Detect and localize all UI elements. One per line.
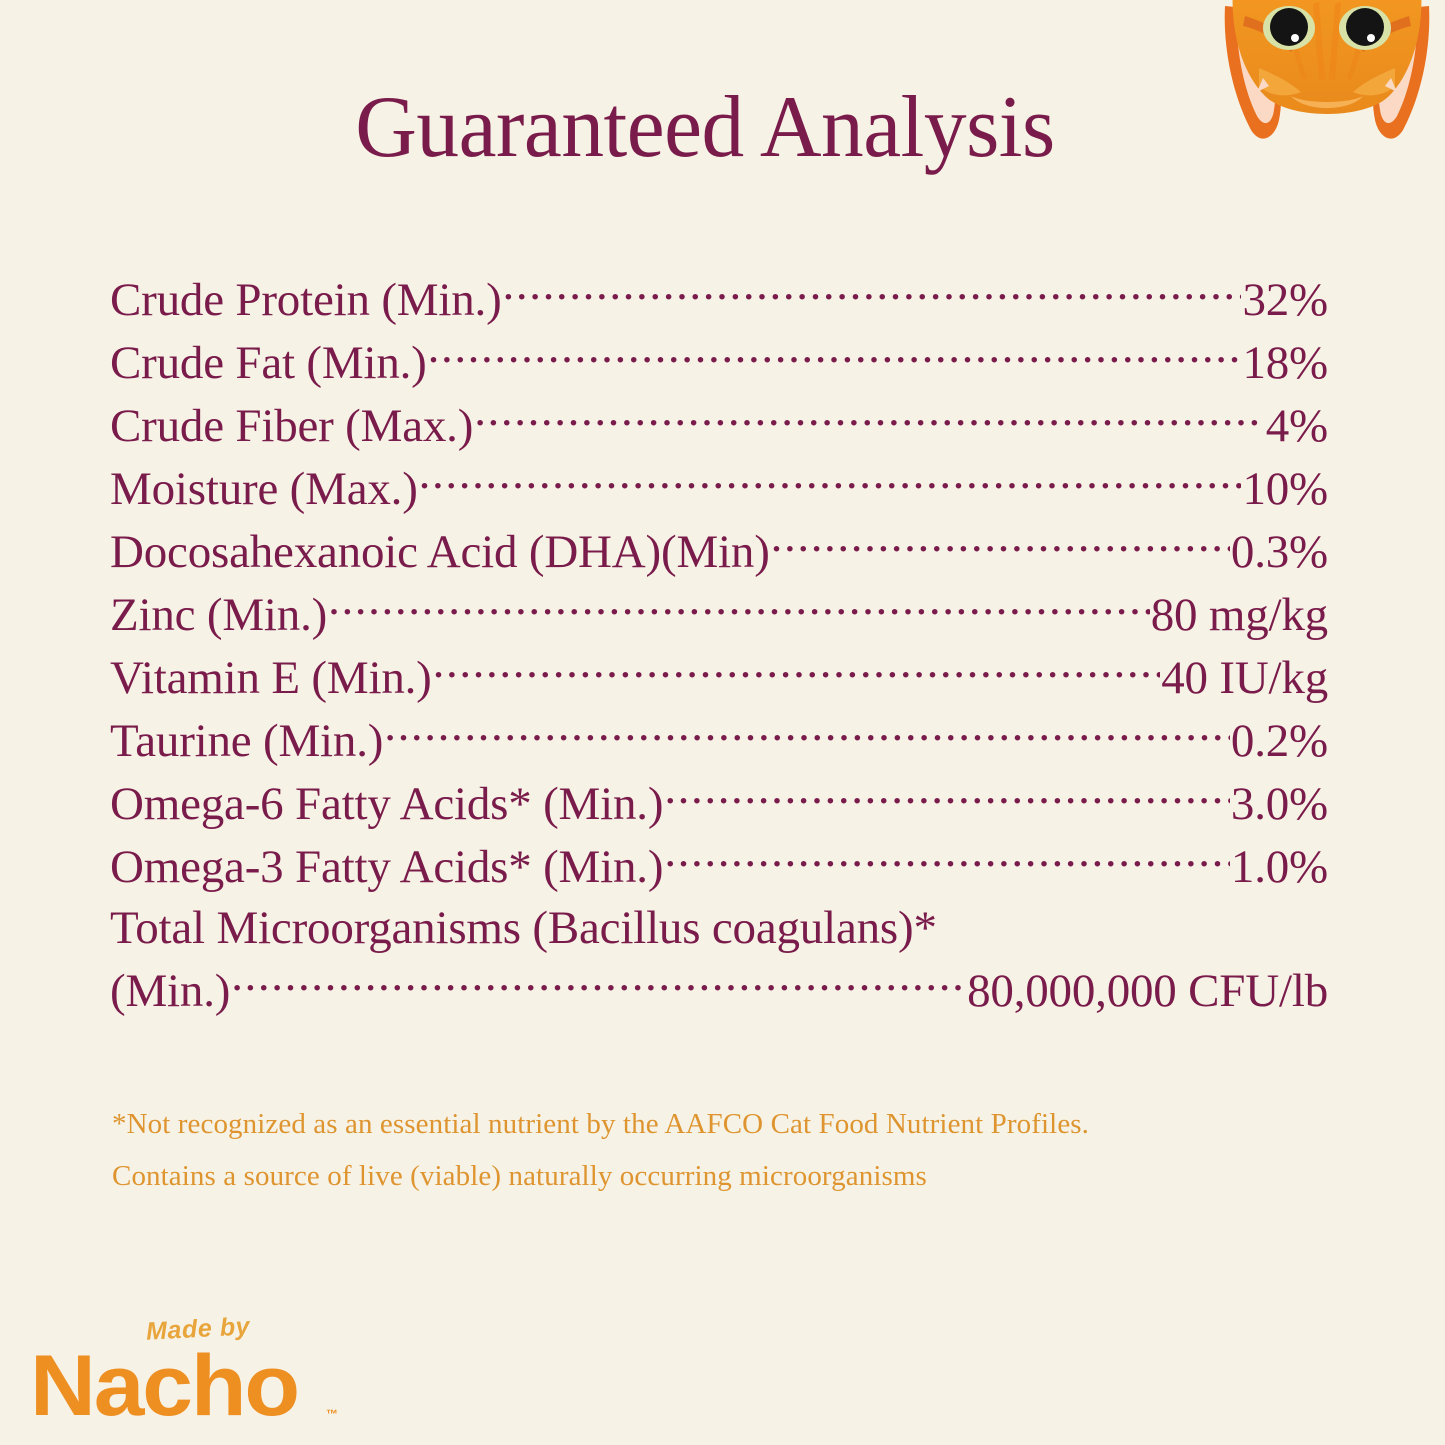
analysis-row-value: 3.0% xyxy=(1230,778,1328,830)
dot-leader xyxy=(384,709,1230,756)
footnote-line: *Not recognized as an essential nutrient… xyxy=(112,1108,1090,1140)
analysis-row-value: 0.2% xyxy=(1230,715,1328,767)
analysis-row: Taurine (Min.) 0.2% xyxy=(110,709,1328,772)
brand-logo: Made by Nacho ™ xyxy=(30,1312,370,1437)
dot-leader xyxy=(428,331,1242,378)
footnotes-block: *Not recognized as an essential nutrient… xyxy=(112,1098,1362,1202)
analysis-row: Omega-3 Fatty Acids* (Min.) 1.0% xyxy=(110,835,1328,898)
analysis-row-label: Vitamin E (Min.) xyxy=(110,652,432,704)
dot-leader xyxy=(433,646,1161,693)
analysis-row-value: 1.0% xyxy=(1230,841,1328,893)
analysis-row-label: Taurine (Min.) xyxy=(110,715,384,767)
analysis-row-value: 80 mg/kg xyxy=(1150,589,1328,641)
dot-leader xyxy=(474,394,1265,441)
trademark-icon: ™ xyxy=(326,1407,338,1421)
dot-leader xyxy=(771,520,1230,567)
dot-leader xyxy=(664,835,1230,882)
analysis-row-label: Crude Fat (Min.) xyxy=(110,337,427,389)
analysis-row: Zinc (Min.) 80 mg/kg xyxy=(110,583,1328,646)
analysis-row: Docosahexanoic Acid (DHA)(Min) 0.3% xyxy=(110,520,1328,583)
analysis-row-value: 18% xyxy=(1242,337,1328,389)
analysis-row: Crude Protein (Min.) 32% xyxy=(110,268,1328,331)
analysis-row-value: 32% xyxy=(1242,274,1328,326)
analysis-row-value: 80,000,000 CFU/lb xyxy=(967,965,1328,1017)
footnote-line: Contains a source of live (viable) natur… xyxy=(112,1160,927,1192)
cat-eye-right xyxy=(1346,8,1384,46)
page-title: Guaranteed Analysis xyxy=(355,79,1055,176)
analysis-row: Vitamin E (Min.) 40 IU/kg xyxy=(110,646,1328,709)
analysis-row-label: Total Microorganisms (Bacillus coagulans… xyxy=(110,902,937,954)
cat-eye-left xyxy=(1270,8,1308,46)
analysis-row-value: 4% xyxy=(1265,400,1328,452)
analysis-row: Omega-6 Fatty Acids* (Min.) 3.0% xyxy=(110,772,1328,835)
analysis-row: Moisture (Max.) 10% xyxy=(110,457,1328,520)
analysis-row-value: 40 IU/kg xyxy=(1161,652,1328,704)
analysis-row: Crude Fat (Min.) 18% xyxy=(110,331,1328,394)
dot-leader xyxy=(664,772,1230,819)
analysis-row-value: 10% xyxy=(1242,463,1328,515)
brand-name-text: Nacho xyxy=(30,1338,300,1434)
analysis-row-label: Omega-3 Fatty Acids* (Min.) xyxy=(110,841,664,893)
analysis-row: Crude Fiber (Max.) 4% xyxy=(110,394,1328,457)
analysis-row-label: Moisture (Max.) xyxy=(110,463,418,515)
analysis-row-label: Omega-6 Fatty Acids* (Min.) xyxy=(110,778,664,830)
analysis-row-label: Zinc (Min.) xyxy=(110,589,328,641)
analysis-row: Total Microorganisms (Bacillus coagulans… xyxy=(110,898,1328,959)
analysis-row-label: (Min.) xyxy=(110,965,231,1017)
dot-leader xyxy=(328,583,1150,630)
analysis-row-value: 0.3% xyxy=(1230,526,1328,578)
dot-leader xyxy=(231,959,966,1006)
dot-leader xyxy=(503,268,1242,315)
analysis-row-label: Docosahexanoic Acid (DHA)(Min) xyxy=(110,526,770,578)
analysis-row: (Min.) 80,000,000 CFU/lb xyxy=(110,959,1328,1022)
guaranteed-analysis-list: Crude Protein (Min.) 32% Crude Fat (Min.) 1… xyxy=(110,268,1328,1022)
analysis-row-label: Crude Protein (Min.) xyxy=(110,274,502,326)
analysis-row-label: Crude Fiber (Max.) xyxy=(110,400,474,452)
dot-leader xyxy=(419,457,1242,504)
